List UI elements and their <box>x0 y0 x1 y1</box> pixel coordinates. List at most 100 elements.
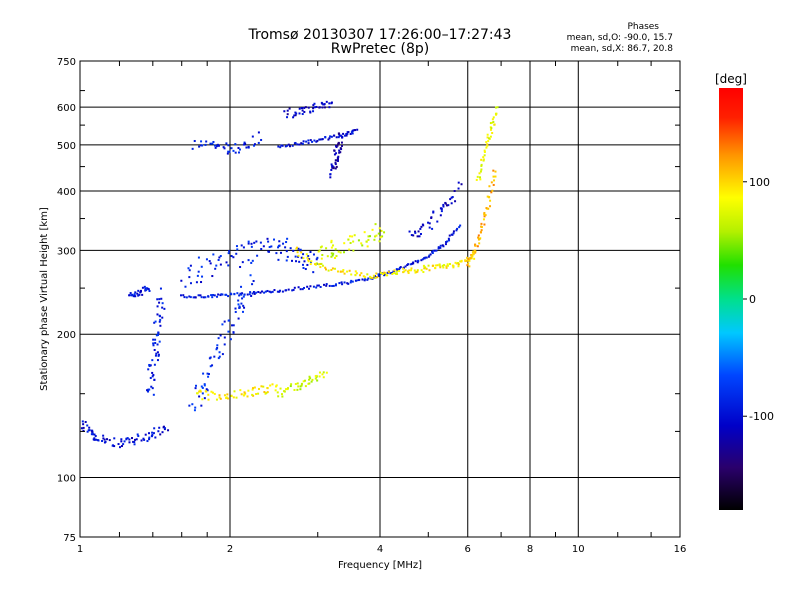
data-point <box>335 165 338 168</box>
data-point <box>349 242 352 245</box>
x-tick-label: 1 <box>77 544 83 555</box>
data-point <box>303 110 306 113</box>
data-point <box>338 149 341 152</box>
data-point <box>332 284 335 287</box>
data-point <box>275 252 278 255</box>
data-point <box>478 242 481 245</box>
data-point <box>380 229 383 232</box>
data-point <box>139 290 142 293</box>
data-point <box>308 378 311 381</box>
data-point <box>150 435 153 438</box>
data-point <box>91 430 94 433</box>
data-point <box>419 232 422 235</box>
data-point <box>163 307 166 310</box>
data-point <box>242 295 245 298</box>
data-point <box>235 245 238 248</box>
data-point <box>192 296 195 299</box>
data-point <box>304 385 307 388</box>
data-point <box>263 291 266 294</box>
data-point <box>329 135 332 138</box>
data-point <box>211 296 214 299</box>
data-point <box>200 385 203 388</box>
data-point <box>377 273 380 276</box>
data-point <box>321 253 324 256</box>
data-point <box>315 286 318 289</box>
data-point <box>316 379 319 382</box>
data-point <box>278 240 281 243</box>
data-point <box>188 276 191 279</box>
data-point <box>322 103 325 106</box>
data-point <box>82 426 85 429</box>
data-point <box>425 267 428 270</box>
data-point <box>106 438 109 441</box>
data-point <box>120 438 123 441</box>
data-point <box>200 140 203 143</box>
data-point <box>318 106 321 109</box>
data-point <box>152 344 155 347</box>
data-point <box>298 260 301 263</box>
data-point <box>216 346 219 349</box>
data-point <box>317 284 320 287</box>
data-point <box>88 429 91 432</box>
data-point <box>223 320 226 323</box>
x-tick-label: 16 <box>674 544 687 555</box>
data-point <box>439 246 442 249</box>
data-point <box>384 272 387 275</box>
data-point <box>152 342 155 345</box>
data-point <box>144 433 147 436</box>
data-point <box>194 406 197 409</box>
data-point <box>379 236 382 239</box>
data-point <box>486 133 489 136</box>
data-point <box>314 374 317 377</box>
data-point <box>482 156 485 159</box>
data-point <box>302 266 305 269</box>
data-point <box>219 397 222 400</box>
data-point <box>448 234 451 237</box>
data-point <box>356 128 359 131</box>
data-point <box>349 133 352 136</box>
data-point <box>355 272 358 275</box>
data-point <box>468 259 471 262</box>
data-point <box>120 445 123 448</box>
data-point <box>398 268 401 271</box>
data-point <box>183 296 186 299</box>
data-point <box>281 395 284 398</box>
data-point <box>148 363 151 366</box>
data-point <box>149 376 152 379</box>
data-point <box>241 292 244 295</box>
data-point <box>460 183 463 186</box>
data-point <box>336 144 339 147</box>
data-point <box>406 270 409 273</box>
data-point <box>304 268 307 271</box>
data-point <box>474 244 477 247</box>
data-point <box>383 274 386 277</box>
data-point <box>84 420 87 423</box>
data-point <box>270 245 273 248</box>
data-point <box>156 313 159 316</box>
data-point <box>102 434 105 437</box>
data-point <box>129 292 132 295</box>
data-point <box>214 144 217 147</box>
data-point <box>437 247 440 250</box>
data-point <box>286 255 289 258</box>
data-point <box>211 364 214 367</box>
data-point <box>433 249 436 252</box>
data-point <box>315 262 318 265</box>
data-point <box>143 438 146 441</box>
data-point <box>253 241 256 244</box>
data-point <box>155 352 158 355</box>
data-point <box>148 289 151 292</box>
data-point <box>432 264 435 267</box>
data-point <box>157 354 160 357</box>
data-point <box>480 222 483 225</box>
data-point <box>236 248 239 251</box>
data-point <box>451 196 454 199</box>
data-point <box>309 377 312 380</box>
data-point <box>342 251 345 254</box>
data-point <box>482 158 485 161</box>
data-point <box>455 229 458 232</box>
data-point <box>212 253 215 256</box>
colorbar-tick-label: 100 <box>749 176 770 189</box>
data-point <box>471 254 474 257</box>
data-point <box>196 392 199 395</box>
